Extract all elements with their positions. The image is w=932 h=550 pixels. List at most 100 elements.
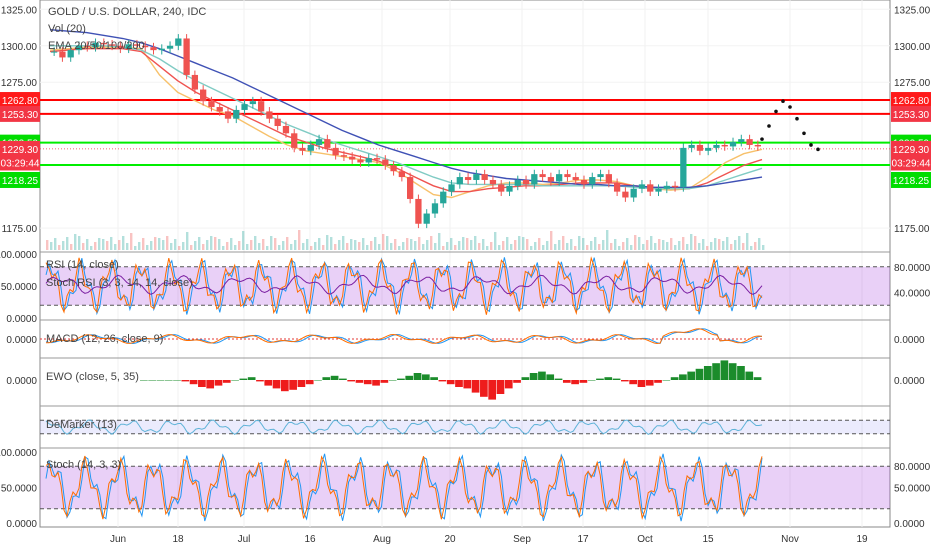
volume-bar [178, 246, 181, 250]
volume-bar [674, 245, 677, 250]
volume-bar [486, 246, 489, 250]
x-tick-label: Jun [110, 534, 126, 545]
projection-dot [795, 116, 799, 121]
ewo-bar [438, 380, 447, 382]
price-tag-label: 1253.30 [893, 110, 930, 121]
stoch-d [45, 455, 763, 520]
volume-bar [618, 246, 621, 250]
candle-body [605, 174, 612, 183]
volume-bar [238, 241, 241, 250]
stoch-k [45, 453, 763, 522]
plot-frame [39, 0, 891, 528]
volume-bar [54, 238, 57, 250]
volume-bar [202, 244, 205, 250]
volume-bar [758, 238, 761, 250]
volume-bar [686, 244, 689, 250]
price-tag-label: 1229.30 [2, 145, 39, 156]
candle-body [622, 191, 629, 198]
rsi-line [45, 274, 763, 295]
volume-bar [170, 243, 173, 250]
candle-body [373, 158, 381, 160]
volume-bar [554, 244, 557, 250]
price-tag [0, 92, 40, 109]
volume-bar [190, 245, 193, 250]
volume-bar [390, 243, 393, 250]
ewo-bar [446, 380, 455, 385]
demarker-label: DeMarker (13) [46, 419, 117, 431]
x-tick-label: Aug [373, 534, 391, 545]
ewo-bar [720, 360, 729, 380]
ewo-bar [621, 380, 629, 382]
stoch-rsi-label: Stoch RSI (3, 3, 14, 14, close) [46, 277, 193, 289]
volume-bar [74, 234, 77, 250]
candle-body [746, 139, 753, 145]
volume-bar [130, 233, 133, 250]
candle-body [291, 133, 298, 148]
price-tag [0, 140, 40, 157]
volume-bar [502, 241, 505, 250]
candle-body [506, 185, 513, 192]
candle-body [456, 177, 463, 185]
volume-bar [186, 232, 189, 250]
candle-body [365, 158, 372, 163]
ewo-bar [140, 380, 148, 381]
volume-bar [270, 236, 273, 250]
volume-bar [638, 237, 641, 250]
volume-bar [494, 232, 497, 250]
candle-body [224, 111, 232, 119]
volume-bar [102, 239, 105, 250]
stoch-tick-right: 0.0000 [894, 519, 925, 530]
candle-body [125, 44, 132, 49]
x-tick-label: 16 [304, 534, 316, 545]
volume-bar [446, 242, 449, 250]
volume-bar [346, 243, 349, 250]
volume-bar [306, 239, 309, 250]
volume-bar [462, 237, 465, 250]
volume-bar [378, 244, 381, 250]
candle-body [663, 185, 670, 189]
ewo-bar [297, 380, 306, 387]
ewo-bar [222, 380, 231, 383]
volume-bar [314, 242, 317, 250]
candle-body [729, 142, 737, 147]
ewo-bar [737, 366, 745, 380]
volume-bar [474, 236, 477, 250]
volume-bar [402, 242, 405, 250]
ewo-bar [256, 380, 264, 382]
ewo-bar [703, 366, 712, 380]
volume-bar [678, 241, 681, 250]
candle-body [514, 179, 521, 186]
volume-bar [342, 236, 345, 250]
price-tag [0, 171, 40, 188]
volume-bar [386, 236, 389, 250]
price-tick-right: 1325.00 [894, 5, 931, 16]
candle-body [191, 74, 199, 90]
price-tick-left: 1275.00 [1, 78, 38, 89]
volume-bar [470, 240, 473, 250]
volume-bar [334, 244, 337, 250]
candle-body [92, 42, 99, 48]
volume-bar [550, 231, 553, 250]
price-tick-left: 1325.00 [1, 5, 38, 16]
ewo-bar [629, 380, 637, 385]
stoch-rsi-d [45, 256, 763, 316]
candle-body [415, 198, 422, 224]
volume-bar [322, 245, 325, 250]
ewo-bar [198, 380, 206, 387]
x-tick-label: 19 [856, 534, 868, 545]
volume-bar [538, 238, 541, 250]
candle-body [349, 156, 356, 160]
volume-bar [194, 241, 197, 250]
candle-body [705, 147, 712, 151]
ewo-bar [745, 371, 754, 380]
price-tag [0, 105, 40, 122]
volume-bar [558, 240, 561, 250]
ewo-bar [662, 380, 671, 381]
volume-bar [562, 236, 565, 250]
volume-bar [646, 240, 649, 250]
volume-bar [518, 236, 521, 250]
volume-bar [406, 238, 409, 250]
x-tick-label: 18 [172, 534, 184, 545]
